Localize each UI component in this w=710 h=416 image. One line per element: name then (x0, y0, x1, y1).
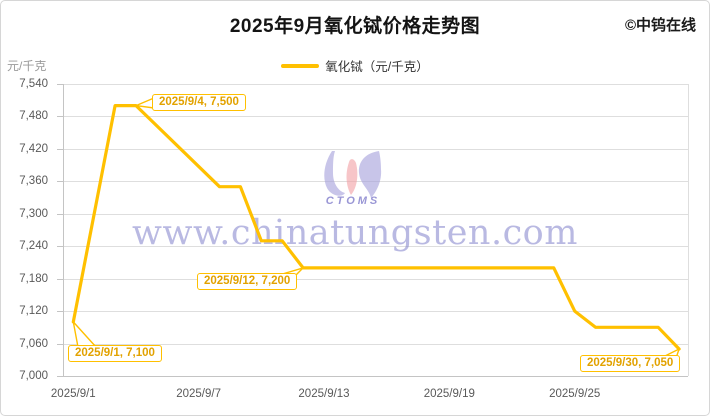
y-axis-tick-label: 7,360 (19, 175, 48, 188)
gridline (63, 84, 688, 85)
x-axis-tick-label: 2025/9/19 (423, 388, 475, 400)
annotation-2025-9-4: 2025/9/4, 7,500 (152, 94, 246, 111)
gridline (63, 376, 688, 377)
annotation-2025-9-30: 2025/9/30, 7,050 (580, 355, 681, 372)
y-axis-tick (57, 116, 63, 118)
y-axis-tick (57, 84, 63, 85)
ctoms-logo-text: CTOMS (325, 195, 381, 207)
x-axis-tick-label: 2025/9/1 (50, 388, 96, 400)
gridline (63, 148, 688, 150)
copyright-label: ©中钨在线 (624, 17, 696, 34)
annotation-2025-9-1: 2025/9/1, 7,100 (68, 345, 162, 362)
y-axis-tick-label: 7,480 (19, 110, 48, 123)
gridline (63, 213, 688, 215)
x-axis-tick-label: 2025/9/25 (549, 388, 601, 400)
legend-label: 氧化铽（元/千克） (325, 60, 429, 74)
y-axis-tick (57, 278, 63, 280)
gridline (63, 311, 688, 313)
gridline (63, 116, 688, 118)
gridline (63, 278, 688, 280)
y-axis-tick (57, 148, 63, 150)
y-axis-tick (57, 376, 63, 377)
ctoms-logo-icon (324, 151, 382, 198)
legend-line-swatch (281, 63, 320, 68)
gridline (63, 246, 688, 248)
gridline (63, 343, 688, 345)
x-axis-tick-label: 2025/9/13 (298, 388, 350, 400)
legend: 氧化铽（元/千克） (1, 56, 709, 75)
x-axis-tick-label: 2025/9/7 (176, 388, 221, 400)
annotation-2025-9-12: 2025/9/12, 7,200 (197, 273, 298, 290)
y-axis-tick-label: 7,180 (19, 272, 48, 285)
watermark-url: www.chinatungsten.com (132, 213, 578, 253)
y-axis-line (63, 84, 64, 376)
y-axis-tick (57, 311, 63, 313)
y-axis-tick-label: 7,300 (19, 207, 48, 220)
y-axis-tick-label: 7,540 (19, 78, 48, 90)
y-axis-unit-label: 元/千克 (7, 59, 47, 73)
y-axis-tick (57, 343, 63, 345)
y-axis-tick-label: 7,000 (19, 370, 48, 382)
y-axis-tick (57, 213, 63, 215)
y-axis-tick (57, 181, 63, 183)
y-axis-tick-label: 7,420 (19, 142, 48, 155)
chart-title: 2025年9月氧化铽价格走势图 (229, 16, 481, 37)
y-axis-tick-label: 7,060 (19, 337, 48, 350)
y-axis-tick (57, 246, 63, 248)
plot-right-border (688, 84, 689, 376)
y-axis-tick-label: 7,120 (19, 305, 48, 318)
y-axis-tick-label: 7,240 (19, 240, 48, 253)
